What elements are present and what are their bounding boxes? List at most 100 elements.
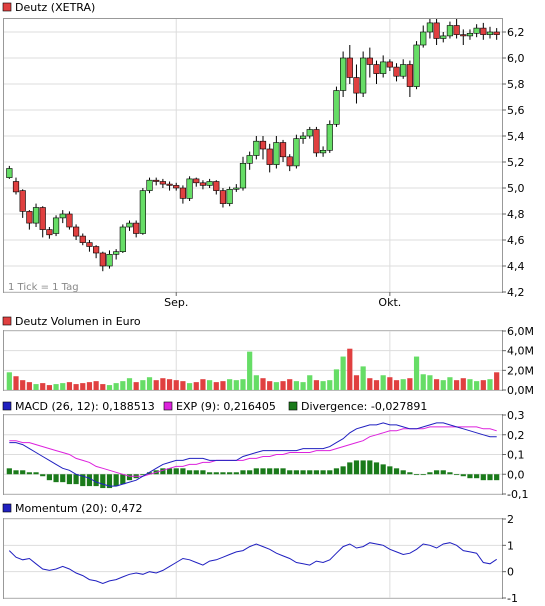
divergence-bar: [333, 468, 340, 475]
legend-swatch-price: [2, 2, 12, 12]
candle-body: [206, 181, 213, 186]
divergence-bar: [207, 472, 213, 475]
volume-bar: [213, 382, 219, 390]
volume-bar: [100, 384, 106, 390]
divergence-bar: [320, 470, 326, 475]
candle-body: [326, 124, 333, 151]
volume-y-axis: 6,0M 4,0M 2,0M 0,0M: [502, 325, 534, 397]
candle-body: [279, 142, 287, 158]
volume-bar: [126, 378, 133, 390]
candle-body: [406, 64, 413, 87]
divergence-bar: [300, 470, 306, 475]
candle-body: [166, 183, 173, 186]
volume-bar: [353, 375, 360, 390]
macd-panel: MACD (26, 12): 0,188513 EXP (9): 0,21640…: [2, 400, 528, 501]
momentum-y-axis: 2 1 0 -1: [502, 513, 518, 605]
momentum-y-tick-label: 1: [507, 539, 514, 552]
volume-bar: [33, 384, 39, 390]
macd-y-tick-label: 0,2: [507, 429, 525, 442]
divergence-bar: [440, 470, 446, 475]
divergence-bar: [120, 474, 126, 485]
divergence-bar: [113, 474, 119, 487]
volume-bar: [447, 377, 453, 390]
exp-legend: EXP (9): 0,216405: [176, 400, 276, 413]
volume-panel: Deutz Volumen in Euro 6,0M 4,0M 2,0M 0,0M: [2, 315, 534, 397]
divergence-bar: [193, 470, 199, 475]
price-y-tick-label: 4,4: [507, 260, 525, 273]
candle-body: [293, 138, 300, 167]
candle-body: [453, 25, 460, 35]
volume-bar: [260, 378, 266, 390]
volume-bar: [407, 378, 413, 390]
volume-bar: [307, 375, 313, 390]
divergence-bar: [240, 470, 246, 475]
volume-bar: [66, 382, 73, 390]
divergence-bar: [40, 474, 46, 477]
candle-body: [373, 64, 380, 74]
divergence-bar: [373, 462, 380, 475]
candle-body: [126, 222, 133, 228]
candle-body: [319, 150, 327, 154]
candle-body: [299, 135, 307, 139]
volume-bar: [360, 366, 366, 390]
volume-bar: [220, 381, 226, 390]
divergence-bar: [20, 470, 26, 475]
candle-body: [153, 179, 160, 182]
divergence-legend: Divergence: -0,027891: [301, 400, 427, 413]
volume-bar: [433, 379, 440, 390]
candle-body: [466, 32, 474, 37]
candle-body: [306, 129, 313, 137]
volume-bar: [80, 383, 86, 390]
volume-bar: [273, 382, 279, 390]
divergence-bar: [60, 474, 66, 483]
candle-body: [199, 182, 207, 186]
divergence-bar: [454, 474, 460, 476]
candle-body: [440, 35, 447, 39]
volume-bar: [380, 375, 386, 390]
price-y-tick-label: 6,2: [507, 26, 525, 39]
divergence-bar: [427, 472, 433, 475]
macd-lines: [9, 422, 497, 487]
volume-bar: [333, 369, 340, 390]
legend-swatch-volume: [2, 316, 12, 326]
divergence-bar: [494, 474, 500, 481]
divergence-bar: [220, 472, 226, 475]
candle-body: [159, 181, 166, 185]
volume-bar: [367, 378, 373, 390]
divergence-bar: [6, 468, 12, 475]
divergence-bar: [253, 468, 259, 475]
candle-body: [340, 57, 347, 91]
volume-bar: [460, 378, 466, 390]
divergence-bar: [160, 468, 166, 475]
volume-bar: [253, 375, 259, 390]
volume-bar: [340, 356, 346, 390]
volume-bar: [287, 379, 293, 390]
candle-body: [146, 179, 153, 191]
candle-body: [193, 178, 200, 184]
divergence-bar: [293, 470, 299, 475]
candle-body: [380, 61, 387, 74]
candle-body: [480, 27, 487, 35]
legend-swatch-divergence: [288, 401, 298, 411]
price-legend: Deutz (XETRA): [15, 1, 95, 14]
macd-y-tick-label: 0,3: [507, 409, 525, 422]
candle-body: [106, 254, 113, 267]
divergence-bar: [447, 472, 453, 475]
candle-body: [313, 129, 320, 154]
divergence-bar: [146, 472, 153, 475]
candle-body: [446, 25, 454, 37]
candle-body: [66, 213, 73, 228]
divergence-bar: [53, 474, 59, 483]
divergence-bar: [280, 468, 286, 475]
volume-bar: [160, 378, 166, 390]
volume-bar: [247, 351, 253, 390]
divergence-bar: [487, 474, 493, 481]
candle-body: [79, 235, 86, 243]
price-candles: [6, 19, 500, 272]
divergence-bar: [13, 470, 19, 475]
divergence-bar: [474, 474, 480, 479]
volume-bar: [93, 381, 99, 390]
candle-body: [360, 57, 367, 94]
divergence-bar: [380, 464, 386, 475]
